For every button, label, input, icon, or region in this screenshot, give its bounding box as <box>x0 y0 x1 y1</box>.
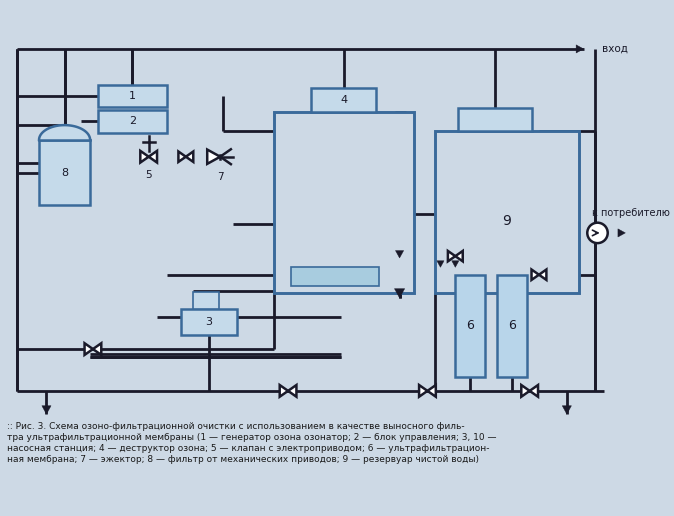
Polygon shape <box>448 251 456 261</box>
Polygon shape <box>530 385 538 397</box>
Polygon shape <box>84 343 93 355</box>
Polygon shape <box>576 45 584 53</box>
Text: 7: 7 <box>217 172 224 182</box>
Bar <box>311 88 376 112</box>
Bar <box>435 131 579 293</box>
Text: 6: 6 <box>508 319 516 332</box>
Bar <box>181 309 237 335</box>
Text: 4: 4 <box>340 95 347 105</box>
Polygon shape <box>93 343 101 355</box>
Text: тра ультрафильтрационной мембраны (1 — генератор озона озонатор; 2 — блок управл: тра ультрафильтрационной мембраны (1 — г… <box>7 433 497 442</box>
Text: 2: 2 <box>129 117 136 126</box>
Bar <box>39 140 90 205</box>
Polygon shape <box>288 385 297 397</box>
Polygon shape <box>456 251 463 261</box>
Polygon shape <box>179 152 186 162</box>
Text: насосная станция; 4 — деструктор озона; 5 — клапан с электроприводом; 6 — ультра: насосная станция; 4 — деструктор озона; … <box>7 444 490 453</box>
Polygon shape <box>539 269 547 280</box>
Bar <box>274 112 414 293</box>
Text: к потребителю: к потребителю <box>592 208 670 218</box>
Polygon shape <box>140 151 149 163</box>
Text: 6: 6 <box>466 319 474 332</box>
Bar <box>98 85 167 107</box>
Text: вход: вход <box>602 44 628 54</box>
Circle shape <box>587 223 608 243</box>
Polygon shape <box>427 385 436 397</box>
Text: 3: 3 <box>206 317 212 327</box>
Bar <box>193 293 219 309</box>
Polygon shape <box>149 151 157 163</box>
Text: ная мембрана; 7 — эжектор; 8 — фильтр от механических приводов; 9 — резервуар чи: ная мембрана; 7 — эжектор; 8 — фильтр от… <box>7 455 479 464</box>
Polygon shape <box>42 406 51 414</box>
Text: 9: 9 <box>502 214 512 228</box>
Bar <box>458 108 532 131</box>
Polygon shape <box>207 150 220 164</box>
Polygon shape <box>419 385 427 397</box>
Polygon shape <box>532 269 539 280</box>
Polygon shape <box>562 406 572 414</box>
Polygon shape <box>437 261 444 267</box>
Polygon shape <box>452 261 459 267</box>
Bar <box>497 275 527 377</box>
Polygon shape <box>618 229 625 237</box>
Polygon shape <box>280 385 288 397</box>
Text: 8: 8 <box>61 168 68 178</box>
Bar <box>456 275 485 377</box>
Polygon shape <box>186 152 193 162</box>
Polygon shape <box>521 385 530 397</box>
Text: :: Рис. 3. Схема озоно-фильтрационной очистки с использованием в качестве выносн: :: Рис. 3. Схема озоно-фильтрационной оч… <box>7 422 465 430</box>
Text: 1: 1 <box>129 91 136 101</box>
Polygon shape <box>396 251 404 258</box>
Bar <box>98 110 167 133</box>
Text: 5: 5 <box>146 170 152 180</box>
Bar <box>291 267 379 286</box>
Polygon shape <box>39 125 90 140</box>
Polygon shape <box>394 288 404 298</box>
